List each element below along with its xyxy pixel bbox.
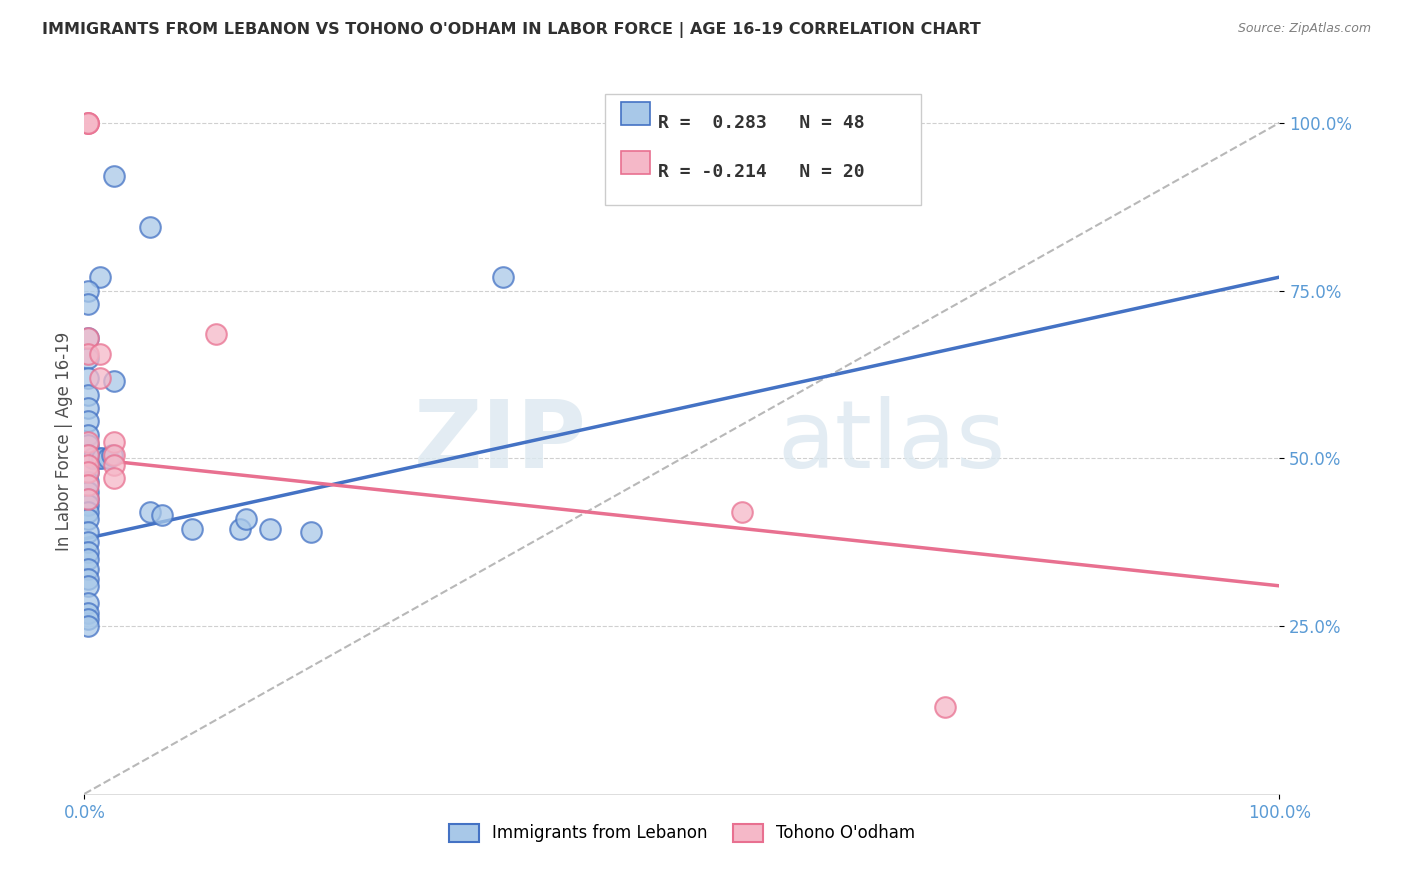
Point <box>77 505 100 519</box>
Point <box>77 297 100 311</box>
Point <box>77 414 100 428</box>
Point <box>77 458 100 472</box>
Point <box>103 458 125 472</box>
Point <box>181 522 204 536</box>
Point <box>77 579 100 593</box>
Text: IMMIGRANTS FROM LEBANON VS TOHONO O'ODHAM IN LABOR FORCE | AGE 16-19 CORRELATION: IMMIGRANTS FROM LEBANON VS TOHONO O'ODHA… <box>42 22 981 38</box>
Point <box>77 535 100 549</box>
Point <box>77 596 100 610</box>
Point <box>301 525 323 540</box>
Point <box>77 448 100 462</box>
Point <box>77 619 100 633</box>
Point <box>77 330 100 344</box>
Text: ZIP: ZIP <box>413 395 586 488</box>
Point <box>77 552 100 566</box>
Point <box>205 327 228 342</box>
Point <box>77 465 100 479</box>
Point <box>77 572 100 586</box>
Text: atlas: atlas <box>778 395 1005 488</box>
Point <box>103 169 125 184</box>
Point <box>77 284 100 298</box>
Point <box>77 116 100 130</box>
Point <box>77 512 100 526</box>
Point <box>77 562 100 576</box>
Point <box>77 478 100 492</box>
Point <box>150 508 173 523</box>
Legend: Immigrants from Lebanon, Tohono O'odham: Immigrants from Lebanon, Tohono O'odham <box>441 817 922 849</box>
Point <box>229 522 252 536</box>
Point <box>235 512 257 526</box>
Text: R = -0.214   N = 20: R = -0.214 N = 20 <box>658 163 865 181</box>
Point <box>77 330 100 344</box>
Text: R =  0.283   N = 48: R = 0.283 N = 48 <box>658 114 865 132</box>
Point <box>492 270 515 285</box>
Point <box>103 471 125 485</box>
Y-axis label: In Labor Force | Age 16-19: In Labor Force | Age 16-19 <box>55 332 73 551</box>
Point <box>139 219 162 234</box>
Point <box>139 505 162 519</box>
Point <box>89 347 111 361</box>
Point <box>77 606 100 620</box>
Point <box>77 351 100 365</box>
Point <box>101 448 124 462</box>
Point <box>934 699 956 714</box>
Point <box>77 116 100 130</box>
Point <box>82 451 104 466</box>
Text: Source: ZipAtlas.com: Source: ZipAtlas.com <box>1237 22 1371 36</box>
Point <box>77 465 100 479</box>
Point <box>89 371 111 385</box>
Point <box>77 438 100 452</box>
Point <box>77 498 100 512</box>
Point <box>91 451 114 466</box>
Point <box>77 525 100 540</box>
Point <box>77 427 100 442</box>
Point <box>77 491 100 506</box>
Point <box>77 387 100 401</box>
Point <box>77 612 100 626</box>
Point <box>77 401 100 415</box>
Point <box>77 475 100 489</box>
Point <box>731 505 754 519</box>
Point <box>77 448 100 462</box>
Point <box>77 491 100 506</box>
Point <box>82 451 104 466</box>
Point <box>259 522 281 536</box>
Point <box>77 371 100 385</box>
Point <box>77 434 100 449</box>
Point <box>103 448 125 462</box>
Point <box>77 116 100 130</box>
Point <box>103 374 125 388</box>
Point <box>87 451 110 466</box>
Point <box>77 545 100 559</box>
Point <box>89 270 111 285</box>
Point <box>97 451 120 466</box>
Point <box>77 347 100 361</box>
Point <box>77 484 100 499</box>
Point <box>103 434 125 449</box>
Point <box>77 455 100 469</box>
